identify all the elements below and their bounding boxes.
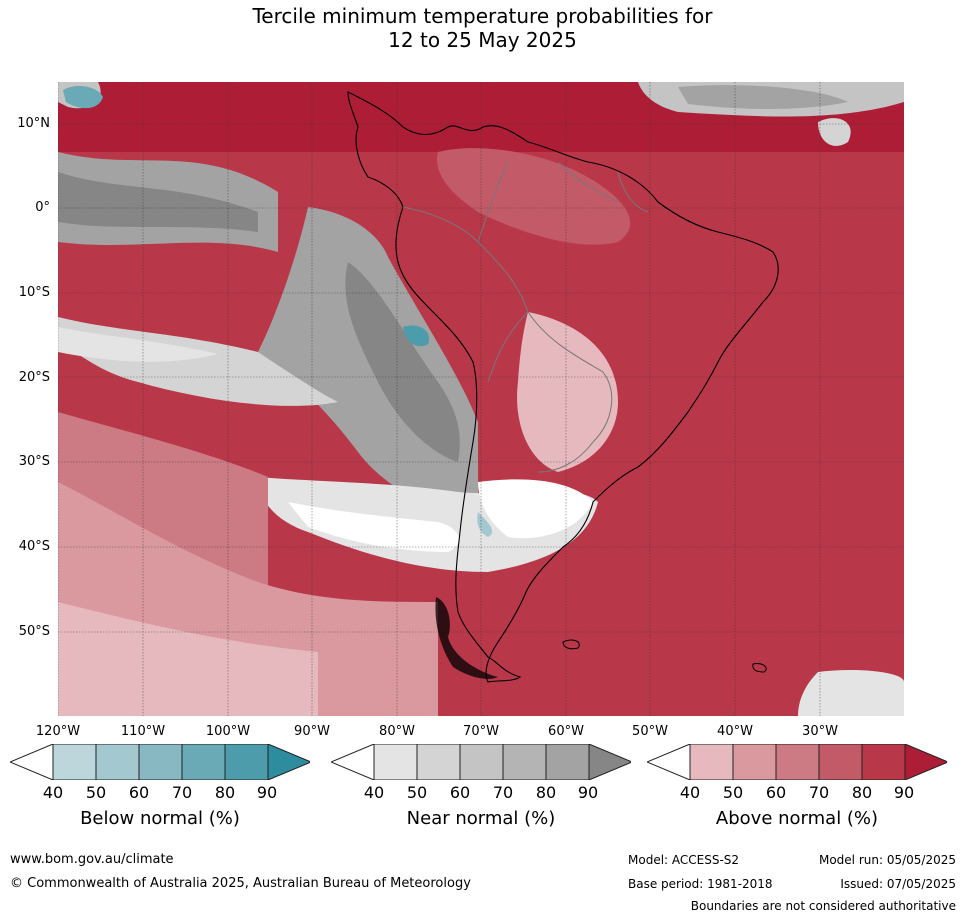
title-line-1: Tercile minimum temperature probabilitie…: [252, 4, 713, 28]
tick-label: 80: [851, 783, 873, 802]
tick-label: 40: [679, 783, 701, 802]
tick-label: 50: [406, 783, 428, 802]
lon-label-40w: 40°W: [717, 724, 753, 739]
lat-label-20s: 20°S: [18, 370, 50, 385]
tick-label: 60: [449, 783, 471, 802]
colorbar-below-label: Below normal (%): [80, 808, 240, 829]
lat-label-50s: 50°S: [18, 624, 50, 639]
tick-label: 40: [42, 783, 64, 802]
colorbar-swatch: [95, 744, 140, 780]
footer-model: Model: ACCESS-S2: [628, 853, 740, 867]
lon-label-80w: 80°W: [379, 724, 415, 739]
colorbar-near-normal-swatches: [331, 744, 631, 780]
colorbar-swatch: [732, 744, 777, 780]
colorbar-swatch: [818, 744, 863, 780]
lon-label-90w: 90°W: [294, 724, 330, 739]
tick-label: 60: [128, 783, 150, 802]
tick-label: 80: [214, 783, 236, 802]
tick-label: 90: [256, 783, 278, 802]
lat-label-40s: 40°S: [18, 539, 50, 554]
colorbar-above-normal: [647, 744, 947, 780]
tick-label: 90: [577, 783, 599, 802]
colorbar-above-label: Above normal (%): [715, 808, 879, 829]
colorbar-swatch: [138, 744, 183, 780]
tick-label: 50: [85, 783, 107, 802]
tick-label: 90: [893, 783, 915, 802]
colorbar-swatch: [775, 744, 820, 780]
colorbar-swatch: [416, 744, 461, 780]
footer-issued: Issued: 07/05/2025: [840, 877, 956, 891]
lon-label-120w: 120°W: [35, 724, 81, 739]
lat-label-30s: 30°S: [18, 454, 50, 469]
lon-label-70w: 70°W: [463, 724, 499, 739]
lon-label-100w: 100°W: [205, 724, 251, 739]
lon-label-60w: 60°W: [548, 724, 584, 739]
title-line-2: 12 to 25 May 2025: [388, 28, 577, 52]
tick-label: 70: [171, 783, 193, 802]
colorbar-swatch: [689, 744, 734, 780]
colorbar-near-normal: [331, 744, 631, 780]
colorbar-low-arrow: [331, 744, 375, 780]
colorbar-swatch: [861, 744, 906, 780]
lon-label-30w: 30°W: [802, 724, 838, 739]
colorbar-low-arrow: [10, 744, 54, 780]
tick-label: 70: [808, 783, 830, 802]
colorbar-high-arrow: [588, 744, 631, 780]
colorbar-swatch: [181, 744, 226, 780]
lat-label-10n: 10°N: [17, 116, 50, 131]
colorbar-swatch: [502, 744, 547, 780]
colorbar-above-normal-swatches: [647, 744, 947, 780]
colorbar-swatch: [545, 744, 590, 780]
colorbar-swatch: [459, 744, 504, 780]
lon-label-110w: 110°W: [120, 724, 166, 739]
colorbar-near-label: Near normal (%): [406, 808, 556, 829]
probability-map: [58, 82, 904, 716]
south-america-coastline: [347, 91, 779, 683]
tick-label: 50: [722, 783, 744, 802]
footer-disclaimer: Boundaries are not considered authoritat…: [690, 899, 956, 913]
footer-model-run: Model run: 05/05/2025: [818, 853, 956, 867]
colorbar-high-arrow: [904, 744, 947, 780]
colorbar-swatch: [224, 744, 269, 780]
tick-label: 60: [765, 783, 787, 802]
tick-label: 70: [492, 783, 514, 802]
lon-label-50w: 50°W: [632, 724, 668, 739]
colorbar-low-arrow: [647, 744, 691, 780]
colorbar-swatch: [52, 744, 97, 780]
map-title: Tercile minimum temperature probabilitie…: [0, 4, 965, 52]
lat-label-10s: 10°S: [18, 285, 50, 300]
footer-base-period: Base period: 1981-2018: [628, 877, 773, 891]
colorbar-swatch: [373, 744, 418, 780]
footer-copyright: © Commonwealth of Australia 2025, Austra…: [10, 876, 471, 891]
tick-label: 80: [535, 783, 557, 802]
tick-label: 40: [363, 783, 385, 802]
colorbar-below-normal-swatches: [10, 744, 310, 780]
footer-website: www.bom.gov.au/climate: [10, 852, 174, 867]
colorbar-below-normal: [10, 744, 310, 780]
lat-label-0: 0°: [35, 200, 50, 215]
colorbar-high-arrow: [267, 744, 310, 780]
